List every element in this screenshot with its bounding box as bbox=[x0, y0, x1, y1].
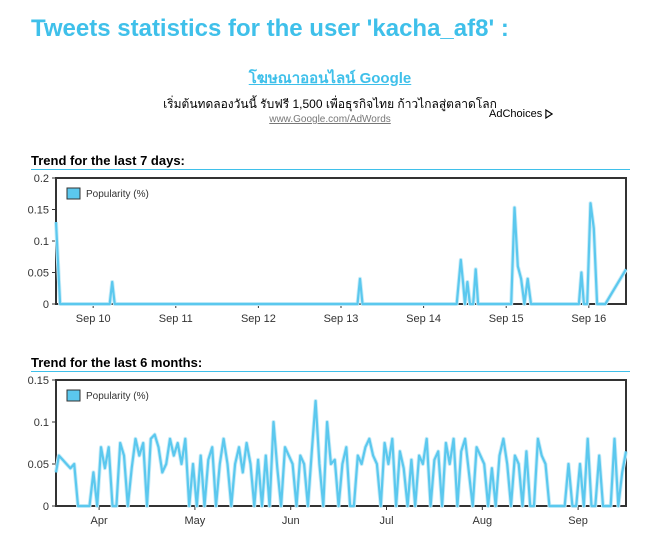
months-x-tick-label: Sep bbox=[568, 515, 588, 527]
months-x-tick-label: May bbox=[185, 515, 206, 527]
months-y-tick-label: 0.05 bbox=[28, 459, 49, 471]
week-x-tick-label: Sep 11 bbox=[159, 313, 193, 325]
months-y-tick-label: 0 bbox=[43, 501, 49, 513]
week-x-tick-label: Sep 10 bbox=[76, 313, 111, 325]
week-x-tick-label: Sep 14 bbox=[406, 313, 441, 325]
week-legend: Popularity (%) bbox=[61, 183, 161, 205]
week-x-tick-label: Sep 13 bbox=[324, 313, 359, 325]
months-legend-swatch bbox=[66, 389, 81, 402]
months-series-line bbox=[54, 399, 628, 508]
week-legend-box bbox=[61, 183, 161, 205]
ad-title-link[interactable]: โฆษณาออนไลน์ Google bbox=[248, 70, 412, 87]
adchoices-link[interactable]: AdChoices bbox=[489, 108, 554, 120]
week-legend-swatch bbox=[66, 187, 81, 200]
week-x-tick-label: Sep 16 bbox=[571, 313, 606, 325]
months-trend-chart: 0 0.05 0.1 0.15 Apr May Jun Jul Aug Sep Popularity… bbox=[28, 375, 628, 527]
week-y-tick-label: 0.1 bbox=[34, 236, 49, 248]
ad-description: เริ่มต้นทดลองวันนี้ รับฟรี 1,500 เพื่อธุ… bbox=[163, 97, 497, 111]
adchoices-label: AdChoices bbox=[489, 108, 543, 120]
months-legend-box bbox=[61, 385, 161, 407]
ad-url-link[interactable]: www.Google.com/AdWords bbox=[269, 114, 391, 125]
months-legend: Popularity (%) bbox=[61, 385, 161, 407]
week-legend-label: Popularity (%) bbox=[86, 189, 149, 200]
adchoices-triangle-icon bbox=[545, 109, 554, 119]
week-x-tick-label: Sep 12 bbox=[241, 313, 276, 325]
months-heading-rule bbox=[31, 371, 630, 372]
months-section-heading: Trend for the last 6 months: bbox=[31, 355, 203, 370]
week-trend-chart: 0 0.05 0.1 0.15 0.2 Sep 10 Sep 11 Sep 12 Sep 13 S… bbox=[28, 173, 628, 325]
months-y-tick-label: 0.1 bbox=[34, 417, 49, 429]
months-legend-label: Popularity (%) bbox=[86, 391, 149, 402]
months-x-tick-label: Jun bbox=[282, 515, 300, 527]
week-y-tick-label: 0.15 bbox=[28, 205, 49, 217]
months-y-tick-label: 0.15 bbox=[28, 375, 49, 387]
page-title: Tweets statistics for the user 'kacha_af… bbox=[31, 15, 509, 42]
months-x-tick-label: Jul bbox=[379, 515, 393, 527]
months-x-tick-label: Apr bbox=[91, 515, 108, 527]
week-section-heading: Trend for the last 7 days: bbox=[31, 153, 185, 168]
week-y-tick-label: 0.2 bbox=[34, 173, 49, 185]
week-y-tick-label: 0 bbox=[43, 299, 49, 311]
week-x-tick-label: Sep 15 bbox=[489, 313, 524, 325]
ad-block: โฆษณาออนไลน์ Google เริ่มต้นทดลองวันนี้ … bbox=[0, 66, 653, 125]
months-x-tick-label: Aug bbox=[473, 515, 493, 527]
week-series-line bbox=[54, 202, 627, 306]
week-heading-rule bbox=[31, 169, 630, 170]
week-y-tick-label: 0.05 bbox=[28, 268, 49, 280]
